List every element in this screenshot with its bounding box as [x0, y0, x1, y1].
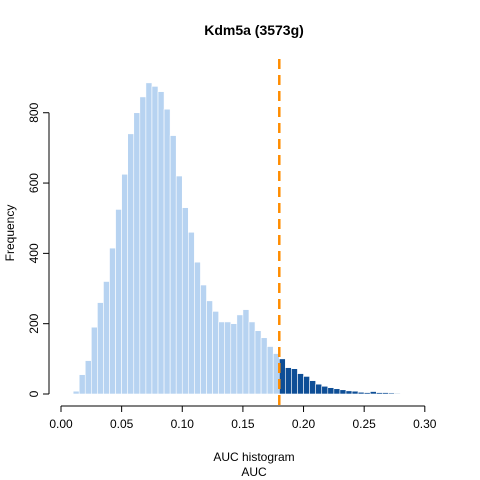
x-tick-label: 0.10 [171, 417, 195, 431]
histogram-bar [133, 112, 141, 395]
histogram-bar [91, 326, 98, 395]
histogram-bar [248, 321, 256, 395]
chart-title: Kdm5a (3573g) [204, 22, 304, 38]
y-axis-label: Frequency [3, 205, 17, 262]
histogram-bar [394, 392, 401, 395]
x-axis-label-line2: AUC [241, 465, 267, 479]
histogram-bar [333, 388, 341, 395]
histogram-bar [254, 330, 262, 395]
bars-group [72, 82, 438, 395]
x-tick-label: 0.05 [110, 417, 134, 431]
histogram-bar [181, 207, 189, 395]
histogram-bar [175, 175, 183, 395]
histogram-bar [145, 82, 153, 395]
histogram-bar [357, 391, 365, 395]
x-tick-label: 0.25 [352, 417, 376, 431]
histogram-bar [78, 374, 86, 395]
histogram-bar [230, 323, 238, 395]
histogram-bar [169, 135, 177, 395]
histogram-bar [206, 300, 213, 395]
histogram-bar [266, 346, 274, 395]
histogram-bar [363, 392, 371, 395]
x-tick-label: 0.30 [413, 417, 437, 431]
x-tick-label: 0.00 [49, 417, 73, 431]
histogram-bar [369, 391, 377, 395]
histogram-bar [212, 311, 219, 395]
histogram-bar [297, 373, 304, 395]
histogram-bar [321, 385, 329, 395]
x-tick-label: 0.20 [292, 417, 316, 431]
histogram-bar [109, 247, 116, 395]
histogram-bar [315, 383, 323, 395]
y-tick-label: 800 [27, 102, 41, 122]
histogram-bar [351, 390, 359, 395]
histogram-bar [339, 389, 347, 395]
histogram-bar [303, 376, 310, 395]
y-tick-label: 600 [27, 173, 41, 193]
histogram-bar [382, 392, 389, 395]
histogram-bar [218, 321, 226, 395]
histogram-bar [127, 133, 135, 395]
x-axis: 0.00 0.05 0.10 0.15 0.20 0.25 0.30 [49, 405, 437, 431]
histogram-bar [163, 108, 171, 395]
histogram-bar [200, 284, 207, 395]
y-axis: 0 200 400 600 800 [27, 102, 50, 397]
y-tick-label: 400 [27, 243, 41, 263]
histogram-bar [72, 390, 80, 395]
histogram-bar [236, 314, 244, 395]
histogram-bar [103, 281, 110, 395]
histogram-bar [260, 337, 268, 395]
y-tick-label: 200 [27, 313, 41, 333]
histogram-bar [224, 321, 232, 395]
histogram-bar [121, 173, 128, 395]
histogram-bar [291, 368, 298, 395]
histogram-bar [139, 96, 147, 395]
histogram-bar [157, 91, 165, 395]
y-tick-label: 0 [27, 390, 41, 397]
histogram-bar [309, 380, 316, 395]
x-tick-label: 0.15 [231, 417, 255, 431]
histogram-bar [388, 392, 395, 395]
histogram-bar [97, 302, 104, 395]
histogram-bar [242, 309, 250, 395]
histogram-bar [327, 387, 335, 395]
histogram-bar [345, 390, 353, 395]
histogram-bar [115, 209, 122, 395]
histogram-bar [84, 360, 92, 395]
histogram-bar [151, 86, 159, 395]
x-axis-label-line1: AUC histogram [213, 450, 294, 464]
histogram-bar [375, 392, 383, 395]
histogram-bar [188, 231, 195, 395]
histogram-bar [285, 367, 292, 395]
histogram-bar [194, 261, 201, 395]
